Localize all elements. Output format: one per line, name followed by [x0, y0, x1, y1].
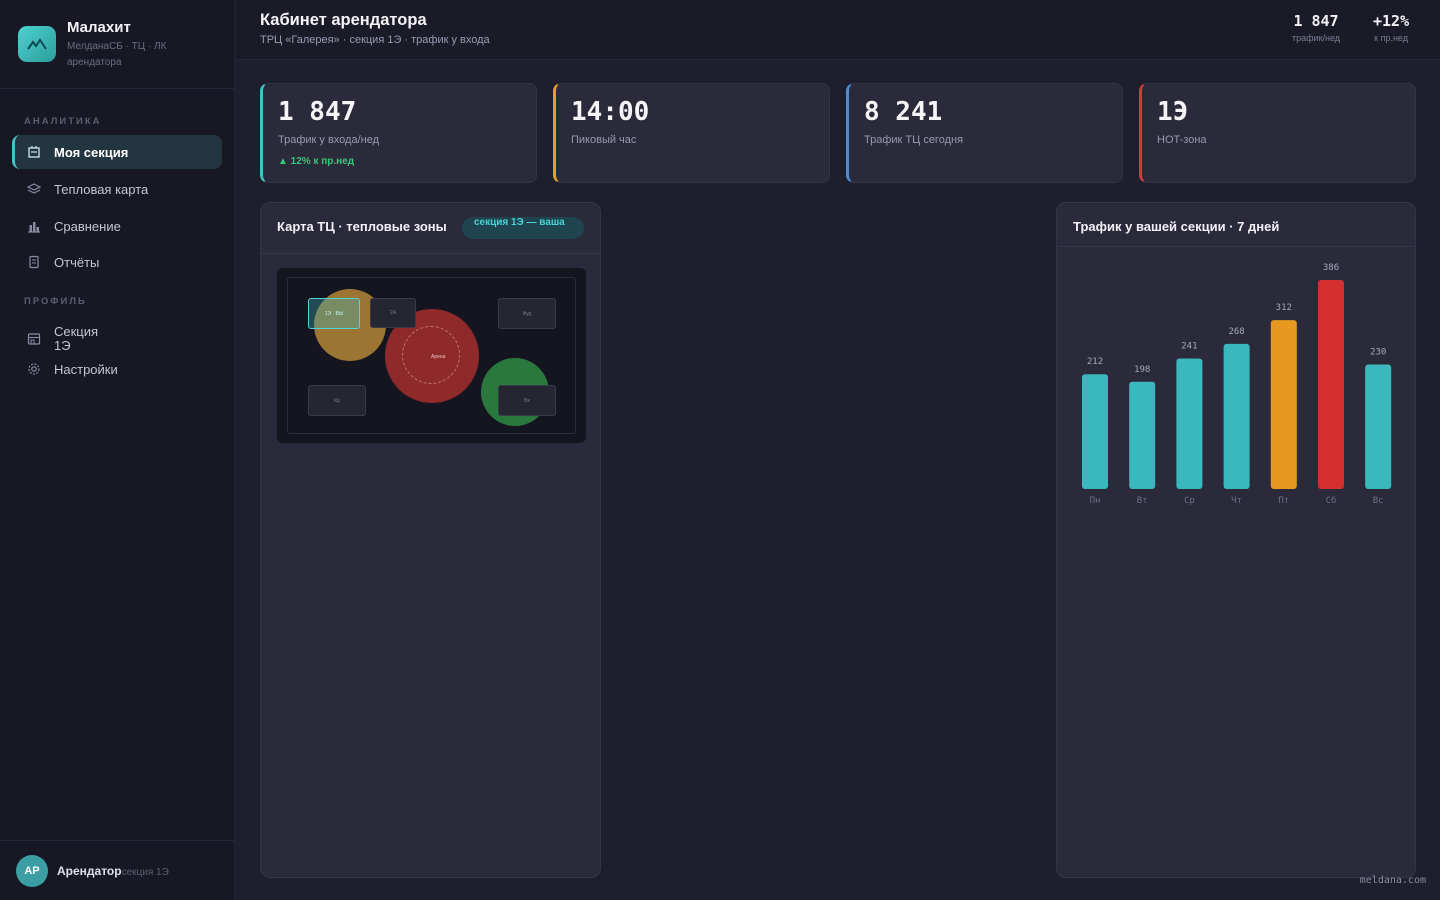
header-stat-value: 1 847 [1293, 12, 1339, 30]
chart-bar-Пт[interactable] [1270, 320, 1297, 489]
page-title: Кабинет арендатора [260, 11, 427, 29]
map-panel-title: Карта ТЦ · тепловые зоны [277, 219, 447, 234]
sidebar: Малахит МелданаСБ · ТЦ · ЛК арендатора А… [0, 0, 235, 900]
brand: Малахит МелданаСБ · ТЦ · ЛК арендатора [18, 18, 228, 78]
chart-panel-title: Трафик у вашей секции · 7 дней [1073, 219, 1280, 234]
avatar[interactable]: АР [16, 855, 48, 887]
bar-chart-icon [26, 218, 42, 234]
chart-data-label: 198 [1134, 365, 1150, 375]
kpi-value: 1Э [1157, 97, 1189, 127]
panel-divider [261, 253, 600, 254]
chart-data-label: 312 [1276, 303, 1292, 313]
header-stat-label: трафик/нед [1292, 33, 1341, 43]
chart-category-label: Ср [1184, 496, 1195, 506]
store-icon [26, 331, 42, 347]
section-badge: секция 1Э — ваша [462, 217, 584, 239]
header-stat-label: к пр.нед [1374, 33, 1408, 43]
kpi-card-weekly-traffic: 1 847 Трафик у входа/нед ▲ 12% к пр.нед [260, 83, 537, 183]
chart-bar-Вт[interactable] [1129, 381, 1156, 489]
zone-label-arena: Арена [431, 354, 446, 360]
header-stat-traffic: 1 847 трафик/нед [1292, 12, 1340, 43]
chart-data-label: 241 [1181, 342, 1197, 352]
section-label-analytics: АНАЛИТИКА [24, 116, 102, 127]
sidebar-item-reports[interactable]: Отчёты [12, 245, 222, 279]
chart-data-label: 386 [1323, 263, 1339, 273]
page-subtitle: ТРЦ «Галерея» · секция 1Э · трафик у вхо… [260, 34, 490, 46]
sidebar-item-compare[interactable]: Сравнение [12, 209, 222, 243]
header: Кабинет арендатора ТРЦ «Галерея» · секци… [236, 0, 1440, 60]
shop-2a[interactable]: 2А [370, 298, 416, 328]
shop-food[interactable]: Фуд [498, 298, 556, 329]
chart-bar-Сб[interactable] [1318, 280, 1344, 489]
sidebar-item-label: Отчёты [54, 254, 100, 270]
chart-category-label: Вт [1137, 496, 1148, 506]
kpi-card-peak-hour: 14:00 Пиковый час [553, 83, 830, 183]
kpi-card-mall-traffic: 8 241 Трафик ТЦ сегодня [846, 83, 1123, 183]
layers-icon [26, 181, 42, 197]
header-stat-value: +12% [1373, 12, 1410, 30]
chart-bar-Чт[interactable] [1223, 343, 1250, 489]
sidebar-divider [0, 88, 235, 89]
document-icon [26, 254, 42, 270]
chart-data-label: 212 [1087, 357, 1103, 367]
chart-data-label: 230 [1370, 347, 1386, 357]
mall-heatmap[interactable]: 1Э · ВЫ 2А Фуд Арена Кр Вх [277, 268, 586, 443]
sidebar-item-settings[interactable]: Настройки [12, 352, 222, 386]
mountain-icon [18, 26, 56, 62]
header-stat-change: +12% к пр.нед [1373, 12, 1409, 43]
kpi-label: Трафик у входа/нед [278, 134, 380, 146]
traffic-bar-chart: 212 Пн 198 Вт 241 Ср 268 Чт 312 Пт 386 Сб 230 Вс [1082, 263, 1392, 506]
kpi-label: Пиковый час [571, 134, 637, 146]
sidebar-item-my-section[interactable]: Моя секция [12, 135, 222, 169]
chart-category-label: Пн [1090, 496, 1101, 506]
footer-domain: meldana.com [1359, 875, 1426, 886]
panel-divider [1057, 246, 1415, 247]
gear-icon [26, 361, 42, 377]
sidebar-item-label: Моя секция [54, 144, 129, 160]
chart-category-label: Пт [1278, 496, 1289, 506]
chart-category-label: Вс [1373, 496, 1384, 506]
map-panel: Карта ТЦ · тепловые зоны секция 1Э — ваш… [260, 202, 601, 878]
brand-name: Малахит [67, 19, 131, 36]
user-divider [0, 840, 235, 841]
chart-bar-Вс[interactable] [1365, 364, 1392, 489]
chart-data-label: 268 [1228, 327, 1244, 337]
kpi-label: Трафик ТЦ сегодня [864, 134, 964, 146]
section-label-profile: ПРОФИЛЬ [24, 296, 87, 307]
user-name: Арендатор [57, 864, 122, 878]
shop-1e-yours[interactable]: 1Э · ВЫ [308, 298, 360, 329]
kpi-label: HOT-зона [1157, 134, 1207, 146]
sidebar-item-section-1e[interactable]: Секция 1Э [12, 322, 222, 356]
chart-panel: Трафик у вашей секции · 7 дней 212 Пн 198 В… [1056, 202, 1416, 878]
user-info: Арендаторсекция 1Э [57, 864, 169, 878]
kpi-card-hot-zone: 1Э HOT-зона [1139, 83, 1416, 183]
shop-kr[interactable]: Кр [308, 385, 366, 416]
building-icon [26, 144, 42, 160]
shop-entrance[interactable]: Вх [498, 385, 556, 416]
chart-category-label: Сб [1326, 495, 1337, 506]
kpi-value: 1 847 [278, 97, 357, 127]
chart-bar-Пн[interactable] [1082, 374, 1108, 489]
sidebar-item-heatmap[interactable]: Тепловая карта [12, 172, 222, 206]
sidebar-item-label: Настройки [54, 361, 118, 377]
chart-category-label: Чт [1231, 496, 1242, 506]
chart-bar-Ср[interactable] [1176, 358, 1203, 489]
user-role: секция 1Э [121, 867, 169, 878]
kpi-trend: ▲ 12% к пр.нед [278, 156, 355, 167]
brand-subtitle: МелданаСБ · ТЦ · ЛК арендатора [67, 41, 167, 68]
floor-plan: 1Э · ВЫ 2А Фуд Арена Кр Вх [287, 277, 576, 434]
sidebar-item-label: Сравнение [54, 218, 121, 234]
sidebar-item-label: Тепловая карта [54, 181, 149, 197]
kpi-value: 8 241 [864, 97, 943, 127]
sidebar-item-label: Секция 1Э [54, 324, 99, 353]
kpi-value: 14:00 [571, 97, 650, 127]
